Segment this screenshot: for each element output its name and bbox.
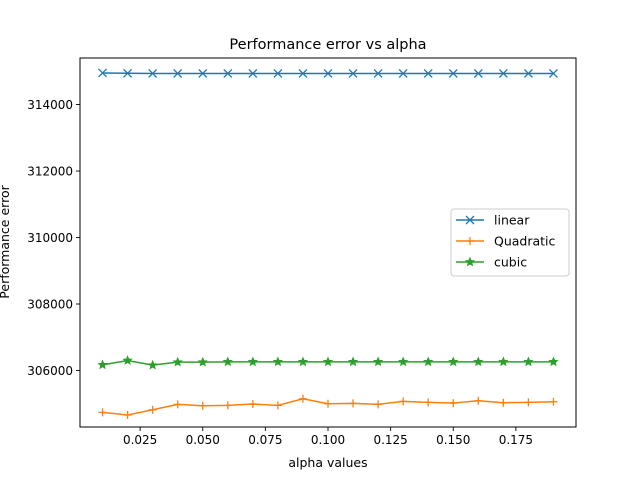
- y-tick-label: 314000: [27, 98, 73, 112]
- x-tick-label: 0.025: [123, 433, 157, 447]
- data-point-cubic: [122, 355, 133, 365]
- data-point-quadratic: [273, 401, 282, 410]
- y-tick-label: 308000: [27, 298, 73, 312]
- y-tick-label: 312000: [27, 165, 73, 179]
- data-point-quadratic: [349, 399, 358, 408]
- data-point-linear: [273, 68, 283, 78]
- data-point-cubic: [197, 356, 208, 367]
- y-tick-label: 306000: [27, 364, 73, 378]
- x-tick-label: 0.150: [436, 433, 470, 447]
- data-point-linear: [423, 68, 433, 78]
- y-tick-label: 310000: [27, 231, 73, 245]
- data-point-quadratic: [424, 398, 433, 407]
- x-tick-label: 0.100: [311, 433, 345, 447]
- data-point-cubic: [247, 356, 258, 367]
- data-point-cubic: [448, 356, 459, 367]
- data-point-quadratic: [98, 408, 107, 417]
- data-point-cubic: [473, 356, 484, 367]
- data-point-quadratic: [399, 397, 408, 406]
- data-point-linear: [523, 68, 533, 78]
- data-point-linear: [173, 68, 183, 78]
- data-point-linear: [348, 68, 358, 78]
- data-point-linear: [298, 68, 308, 78]
- data-point-quadratic: [298, 394, 307, 403]
- data-point-linear: [548, 68, 558, 78]
- data-point-linear: [398, 68, 408, 78]
- data-point-linear: [498, 68, 508, 78]
- data-point-linear: [373, 68, 383, 78]
- plot-area: [97, 68, 559, 420]
- data-point-cubic: [297, 356, 309, 367]
- x-tick-label: 0.050: [186, 433, 220, 447]
- chart-title: Performance error vs alpha: [229, 37, 426, 53]
- data-point-cubic: [272, 356, 284, 367]
- legend-marker-cubic: [464, 256, 476, 267]
- data-point-quadratic: [173, 400, 182, 409]
- legend-label-quadratic: Quadratic: [494, 234, 556, 249]
- x-tick-label: 0.125: [373, 433, 407, 447]
- data-point-quadratic: [449, 399, 458, 408]
- data-point-cubic: [398, 356, 409, 367]
- legend-marker-linear: [465, 215, 475, 225]
- data-point-quadratic: [524, 398, 533, 407]
- legend-label-linear: linear: [494, 213, 530, 228]
- data-point-quadratic: [148, 405, 157, 414]
- data-point-quadratic: [324, 399, 332, 408]
- data-point-cubic: [423, 356, 434, 367]
- data-point-quadratic: [474, 396, 483, 405]
- data-point-cubic: [97, 359, 108, 370]
- y-axis-label: Performance error: [0, 184, 12, 298]
- legend: linear Quadratic cubic: [450, 208, 570, 277]
- data-point-cubic: [372, 356, 384, 367]
- data-point-cubic: [523, 356, 534, 367]
- legend-box: [450, 208, 570, 277]
- x-axis-label: alpha values: [288, 455, 367, 470]
- data-point-quadratic: [123, 411, 132, 420]
- data-point-cubic: [347, 356, 359, 367]
- data-point-cubic: [498, 356, 509, 367]
- data-point-cubic: [172, 356, 183, 367]
- data-point-linear: [123, 68, 133, 78]
- data-point-cubic: [222, 356, 233, 367]
- axes: 0.025 0.050 0.075 0.100 0.125 0.150 0.175 30600…: [27, 98, 533, 447]
- data-point-linear: [323, 68, 333, 78]
- data-point-cubic: [147, 359, 158, 370]
- legend-marker-quadratic: [466, 237, 474, 245]
- data-point-linear: [248, 68, 258, 78]
- data-point-quadratic: [248, 400, 257, 409]
- data-point-cubic: [322, 356, 334, 367]
- data-point-cubic: [548, 356, 559, 367]
- data-point-linear: [148, 68, 158, 78]
- data-point-linear: [473, 68, 483, 78]
- data-point-quadratic: [223, 401, 232, 410]
- data-point-linear: [98, 68, 108, 78]
- data-point-quadratic: [374, 400, 383, 409]
- legend-label-cubic: cubic: [494, 255, 527, 270]
- data-point-linear: [223, 68, 233, 78]
- data-point-quadratic: [198, 401, 207, 410]
- data-point-linear: [198, 68, 208, 78]
- data-point-linear: [448, 68, 458, 78]
- x-tick-label: 0.075: [248, 433, 282, 447]
- x-tick-label: 0.175: [499, 433, 533, 447]
- data-point-quadratic: [499, 398, 508, 407]
- data-point-quadratic: [549, 397, 558, 406]
